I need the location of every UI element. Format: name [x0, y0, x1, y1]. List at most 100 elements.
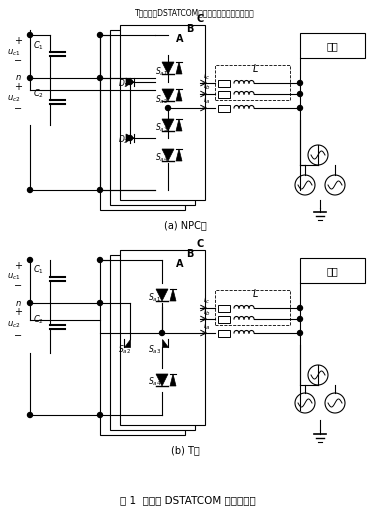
Bar — [110, 30, 195, 205]
Text: $i_b$: $i_b$ — [203, 80, 210, 93]
Polygon shape — [176, 119, 182, 131]
Text: −: − — [14, 56, 22, 66]
Text: $S_{a2}$: $S_{a2}$ — [155, 93, 168, 105]
Text: $D_1$: $D_1$ — [118, 78, 129, 91]
Circle shape — [298, 316, 303, 322]
Polygon shape — [176, 89, 182, 101]
Text: 图 1  三电平 DSTATCOM 系统结构图: 图 1 三电平 DSTATCOM 系统结构图 — [120, 495, 256, 505]
Text: +: + — [14, 307, 22, 317]
Bar — [215, 290, 290, 325]
Circle shape — [27, 32, 32, 37]
Circle shape — [298, 105, 303, 111]
Circle shape — [160, 331, 165, 335]
Polygon shape — [170, 374, 176, 386]
Circle shape — [165, 105, 170, 111]
Text: +: + — [14, 261, 22, 271]
Text: $n$: $n$ — [14, 74, 22, 82]
Text: +: + — [14, 82, 22, 92]
Text: $i_a$: $i_a$ — [203, 319, 210, 331]
Polygon shape — [162, 339, 168, 347]
Circle shape — [298, 331, 303, 335]
Bar — [218, 105, 230, 112]
Bar — [120, 250, 205, 425]
Text: $u_{c1}$: $u_{c1}$ — [7, 272, 21, 283]
Text: 负载: 负载 — [326, 266, 338, 276]
Bar — [218, 305, 230, 312]
Polygon shape — [156, 374, 168, 386]
Text: $S_{a4}$: $S_{a4}$ — [148, 376, 161, 389]
Text: $u_{c2}$: $u_{c2}$ — [7, 320, 21, 331]
Circle shape — [27, 75, 32, 80]
Text: B: B — [187, 249, 194, 259]
Circle shape — [27, 187, 32, 193]
Text: $i_b$: $i_b$ — [203, 305, 210, 317]
Text: $n$: $n$ — [14, 298, 22, 308]
Polygon shape — [126, 78, 134, 86]
Circle shape — [298, 80, 303, 86]
Text: $C_2$: $C_2$ — [33, 314, 44, 327]
Text: $D_2$: $D_2$ — [118, 134, 129, 146]
Text: $i_c$: $i_c$ — [203, 69, 210, 81]
Polygon shape — [124, 339, 130, 347]
Text: +: + — [14, 36, 22, 46]
Circle shape — [27, 258, 32, 263]
Bar — [218, 316, 230, 323]
Circle shape — [97, 413, 102, 417]
Circle shape — [298, 306, 303, 310]
Text: $i_a$: $i_a$ — [203, 94, 210, 106]
Polygon shape — [162, 119, 174, 131]
Bar — [300, 33, 365, 58]
Text: A: A — [176, 259, 184, 269]
Bar — [300, 258, 365, 283]
Bar — [110, 255, 195, 430]
Text: B: B — [187, 24, 194, 34]
Text: $L$: $L$ — [251, 287, 258, 299]
Text: −: − — [14, 281, 22, 291]
Bar — [218, 80, 230, 87]
Bar — [215, 65, 290, 100]
Text: C: C — [196, 14, 204, 24]
Text: 负载: 负载 — [326, 41, 338, 51]
Polygon shape — [126, 134, 134, 142]
Circle shape — [27, 301, 32, 306]
Text: $C_2$: $C_2$ — [33, 87, 44, 99]
Circle shape — [97, 301, 102, 306]
Polygon shape — [170, 289, 176, 301]
Circle shape — [97, 258, 102, 263]
Text: $u_{c2}$: $u_{c2}$ — [7, 93, 21, 103]
Text: $S_{a2}$: $S_{a2}$ — [118, 344, 131, 356]
Circle shape — [97, 187, 102, 193]
Polygon shape — [156, 289, 168, 301]
Text: −: − — [14, 331, 22, 341]
Text: $C_1$: $C_1$ — [33, 264, 44, 276]
Circle shape — [97, 32, 102, 37]
Text: −: − — [14, 104, 22, 114]
Text: $L$: $L$ — [251, 62, 258, 74]
Text: $i_c$: $i_c$ — [203, 294, 210, 307]
Bar — [218, 91, 230, 98]
Bar — [218, 330, 230, 337]
Circle shape — [127, 136, 133, 140]
Text: $S_{a1}$: $S_{a1}$ — [148, 291, 161, 304]
Polygon shape — [176, 62, 182, 74]
Circle shape — [97, 75, 102, 80]
Bar — [120, 25, 205, 200]
Text: (b) T型: (b) T型 — [170, 445, 199, 455]
Text: T型三電平DSTATCOM功率器件開路故障容錯控制: T型三電平DSTATCOM功率器件開路故障容錯控制 — [135, 8, 255, 17]
Polygon shape — [162, 149, 174, 161]
Circle shape — [127, 79, 133, 84]
Text: $C_1$: $C_1$ — [33, 39, 44, 52]
Text: $u_{c1}$: $u_{c1}$ — [7, 47, 21, 57]
Polygon shape — [162, 62, 174, 74]
Text: $S_{a3}$: $S_{a3}$ — [155, 121, 168, 134]
Text: $S_{a3}$: $S_{a3}$ — [148, 344, 161, 356]
Text: C: C — [196, 239, 204, 249]
Text: $S_{a1}$: $S_{a1}$ — [155, 66, 168, 78]
Circle shape — [298, 92, 303, 96]
Bar — [100, 260, 185, 435]
Text: A: A — [176, 34, 184, 44]
Circle shape — [27, 413, 32, 417]
Text: $S_{a4}$: $S_{a4}$ — [155, 151, 168, 163]
Bar — [100, 35, 185, 210]
Text: (a) NPC型: (a) NPC型 — [163, 220, 206, 230]
